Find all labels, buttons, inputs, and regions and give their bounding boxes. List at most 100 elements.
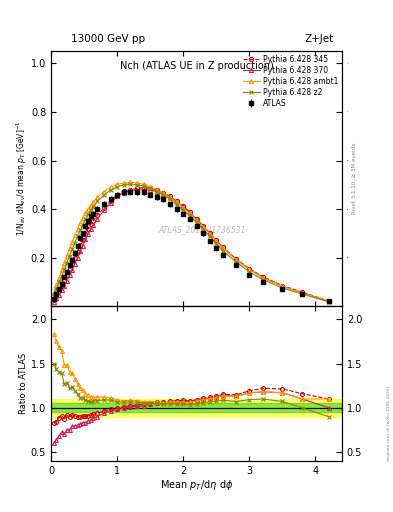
Pythia 6.428 345 [51, 297, 56, 303]
Pythia 6.428 z2 [54, 286, 59, 292]
Pythia 6.428 ambt1 [247, 266, 252, 272]
Pythia 6.428 z2 [326, 299, 331, 305]
Line: Pythia 6.428 z2: Pythia 6.428 z2 [51, 182, 331, 304]
Y-axis label: 1/N$_{ev}$ dN$_{ev}$/d mean $p_{T}$ [GeV]$^{-1}$: 1/N$_{ev}$ dN$_{ev}$/d mean $p_{T}$ [GeV… [15, 121, 29, 237]
Pythia 6.428 345 [83, 231, 88, 237]
Pythia 6.428 z2 [260, 276, 265, 283]
Pythia 6.428 z2 [75, 233, 80, 239]
Pythia 6.428 ambt1 [64, 252, 69, 259]
Pythia 6.428 ambt1 [54, 282, 59, 288]
Pythia 6.428 z2 [234, 259, 239, 265]
Pythia 6.428 345 [148, 185, 152, 191]
Pythia 6.428 345 [194, 216, 199, 222]
Pythia 6.428 370 [194, 216, 199, 222]
Line: Pythia 6.428 ambt1: Pythia 6.428 ambt1 [51, 180, 331, 303]
Pythia 6.428 z2 [78, 227, 83, 233]
Pythia 6.428 370 [181, 204, 185, 210]
Pythia 6.428 ambt1 [121, 180, 126, 186]
Pythia 6.428 370 [187, 209, 192, 216]
Pythia 6.428 345 [280, 283, 285, 289]
Pythia 6.428 ambt1 [220, 245, 225, 251]
Pythia 6.428 z2 [141, 183, 146, 189]
Pythia 6.428 345 [64, 272, 69, 278]
Text: 13000 GeV pp: 13000 GeV pp [71, 33, 145, 44]
Pythia 6.428 345 [54, 293, 59, 299]
Pythia 6.428 z2 [300, 291, 305, 297]
Pythia 6.428 z2 [168, 196, 173, 202]
Pythia 6.428 345 [70, 261, 75, 267]
Pythia 6.428 370 [59, 287, 64, 293]
Pythia 6.428 z2 [83, 216, 88, 222]
Pythia 6.428 ambt1 [91, 199, 96, 205]
Pythia 6.428 345 [88, 221, 93, 227]
Pythia 6.428 z2 [91, 204, 96, 210]
Text: ATLAS_2019_I1736531: ATLAS_2019_I1736531 [159, 225, 246, 234]
Pythia 6.428 345 [81, 237, 85, 243]
Pythia 6.428 ambt1 [115, 181, 119, 187]
Pythia 6.428 370 [67, 272, 72, 278]
Pythia 6.428 345 [168, 194, 173, 200]
Pythia 6.428 370 [234, 257, 239, 263]
Pythia 6.428 z2 [154, 188, 159, 195]
Pythia 6.428 z2 [73, 240, 77, 246]
X-axis label: Mean $p_{T}$/d$\eta$ d$\phi$: Mean $p_{T}$/d$\eta$ d$\phi$ [160, 478, 233, 493]
Pythia 6.428 z2 [88, 207, 93, 214]
Pythia 6.428 345 [260, 273, 265, 280]
Pythia 6.428 z2 [81, 222, 85, 228]
Text: Nch (ATLAS UE in Z production): Nch (ATLAS UE in Z production) [119, 61, 274, 71]
Pythia 6.428 z2 [181, 207, 185, 214]
Pythia 6.428 ambt1 [75, 226, 80, 232]
Pythia 6.428 ambt1 [70, 239, 75, 245]
Pythia 6.428 345 [326, 298, 331, 304]
Pythia 6.428 ambt1 [300, 290, 305, 296]
Pythia 6.428 370 [86, 231, 90, 237]
Pythia 6.428 ambt1 [187, 210, 192, 217]
Pythia 6.428 345 [78, 242, 83, 248]
Pythia 6.428 370 [64, 278, 69, 284]
Pythia 6.428 345 [62, 278, 67, 284]
Pythia 6.428 ambt1 [161, 190, 166, 197]
Pythia 6.428 345 [115, 192, 119, 198]
Pythia 6.428 370 [201, 223, 206, 229]
Pythia 6.428 370 [174, 199, 179, 205]
Pythia 6.428 370 [154, 188, 159, 195]
Pythia 6.428 ambt1 [128, 179, 133, 185]
Pythia 6.428 345 [57, 288, 61, 294]
Pythia 6.428 370 [51, 299, 56, 305]
Pythia 6.428 370 [115, 194, 119, 200]
Pythia 6.428 z2 [128, 181, 133, 187]
Pythia 6.428 ambt1 [260, 274, 265, 281]
Pythia 6.428 ambt1 [208, 231, 212, 237]
Pythia 6.428 ambt1 [81, 215, 85, 221]
Pythia 6.428 z2 [59, 273, 64, 279]
Pythia 6.428 z2 [148, 185, 152, 191]
Pythia 6.428 z2 [95, 198, 100, 204]
Pythia 6.428 ambt1 [95, 195, 100, 201]
Pythia 6.428 345 [220, 244, 225, 250]
Pythia 6.428 z2 [51, 292, 56, 298]
Pythia 6.428 345 [201, 223, 206, 229]
Pythia 6.428 345 [91, 218, 96, 224]
Pythia 6.428 ambt1 [86, 206, 90, 212]
Pythia 6.428 ambt1 [181, 205, 185, 211]
Pythia 6.428 ambt1 [83, 210, 88, 217]
Pythia 6.428 ambt1 [326, 298, 331, 304]
Pythia 6.428 345 [59, 283, 64, 289]
Pythia 6.428 z2 [57, 280, 61, 286]
Pythia 6.428 370 [108, 200, 113, 206]
Pythia 6.428 ambt1 [62, 260, 67, 266]
Pythia 6.428 370 [95, 216, 100, 222]
Pythia 6.428 345 [67, 266, 72, 272]
Pythia 6.428 370 [161, 191, 166, 197]
Pythia 6.428 z2 [220, 248, 225, 254]
Y-axis label: Ratio to ATLAS: Ratio to ATLAS [19, 353, 28, 414]
Pythia 6.428 345 [234, 256, 239, 262]
Pythia 6.428 z2 [67, 252, 72, 259]
Pythia 6.428 370 [220, 245, 225, 251]
Pythia 6.428 345 [208, 230, 212, 236]
Pythia 6.428 ambt1 [73, 232, 77, 239]
Y-axis label: Rivet 3.1.10, ≥ 3M events: Rivet 3.1.10, ≥ 3M events [352, 143, 357, 215]
Line: Pythia 6.428 345: Pythia 6.428 345 [51, 186, 331, 303]
Pythia 6.428 345 [161, 189, 166, 196]
Pythia 6.428 345 [108, 198, 113, 204]
